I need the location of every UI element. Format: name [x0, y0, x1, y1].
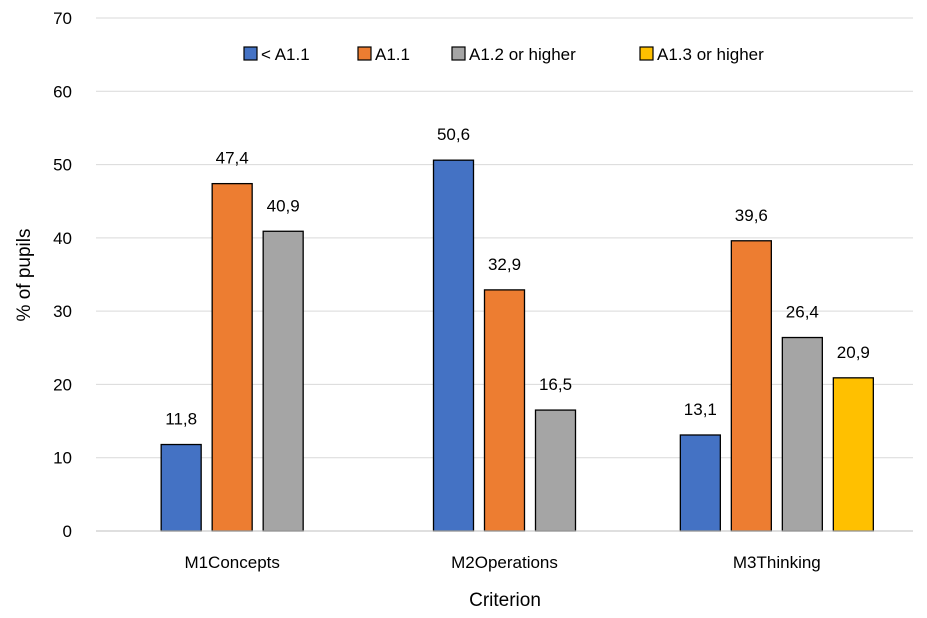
legend: < A1.1 A1.1 A1.2 or higher A1.3 or higher	[243, 45, 764, 64]
bar	[781, 336, 823, 532]
bar	[211, 182, 253, 532]
bars	[160, 159, 874, 532]
data-label: 40,9	[267, 196, 300, 215]
data-label: 39,6	[735, 206, 768, 225]
data-label: 13,1	[684, 400, 717, 419]
y-axis-ticks: 0 10 20 30 40 50 60 70	[53, 9, 72, 541]
legend-swatch	[639, 46, 654, 61]
data-label: 11,8	[165, 410, 197, 429]
x-category-label: M3Thinking	[733, 553, 821, 572]
y-tick-label: 10	[53, 449, 72, 468]
legend-label: < A1.1	[261, 45, 310, 64]
legend-label: A1.3 or higher	[657, 45, 764, 64]
y-tick-label: 50	[53, 156, 72, 175]
data-labels: 11,8 47,4 40,9 50,6 32,9 16,5 13,1 39,6 26,4 20,9	[165, 125, 870, 428]
data-label: 47,4	[216, 149, 249, 168]
x-category-label: M1Concepts	[184, 553, 279, 572]
bar	[534, 409, 577, 532]
bar	[483, 289, 526, 532]
legend-item: < A1.1	[243, 45, 310, 64]
y-tick-label: 0	[63, 522, 72, 541]
legend-item: A1.2 or higher	[451, 45, 576, 64]
y-tick-label: 20	[53, 375, 72, 394]
data-label: 16,5	[539, 375, 572, 394]
y-tick-label: 70	[53, 9, 72, 28]
x-axis-categories: M1Concepts M2Operations M3Thinking	[184, 553, 820, 572]
y-axis-title: % of pupils	[14, 229, 35, 322]
x-category-label: M2Operations	[451, 553, 558, 572]
data-label: 50,6	[437, 125, 470, 144]
legend-item: A1.1	[357, 45, 410, 64]
y-tick-label: 60	[53, 82, 72, 101]
legend-item: A1.3 or higher	[639, 45, 764, 64]
data-label: 32,9	[488, 255, 521, 274]
legend-label: A1.1	[375, 45, 410, 64]
data-label: 20,9	[837, 343, 870, 362]
data-label: 26,4	[786, 303, 819, 322]
legend-label: A1.2 or higher	[469, 45, 576, 64]
bar	[432, 159, 475, 532]
legend-swatch	[243, 46, 258, 61]
bar	[832, 377, 874, 532]
bar	[262, 230, 304, 532]
bar	[679, 434, 721, 532]
bar	[730, 240, 772, 532]
y-tick-label: 40	[53, 229, 72, 248]
legend-swatch	[451, 46, 466, 61]
y-tick-label: 30	[53, 302, 72, 321]
legend-swatch	[357, 46, 372, 61]
bar	[160, 443, 202, 532]
x-axis-title: Criterion	[469, 590, 541, 611]
